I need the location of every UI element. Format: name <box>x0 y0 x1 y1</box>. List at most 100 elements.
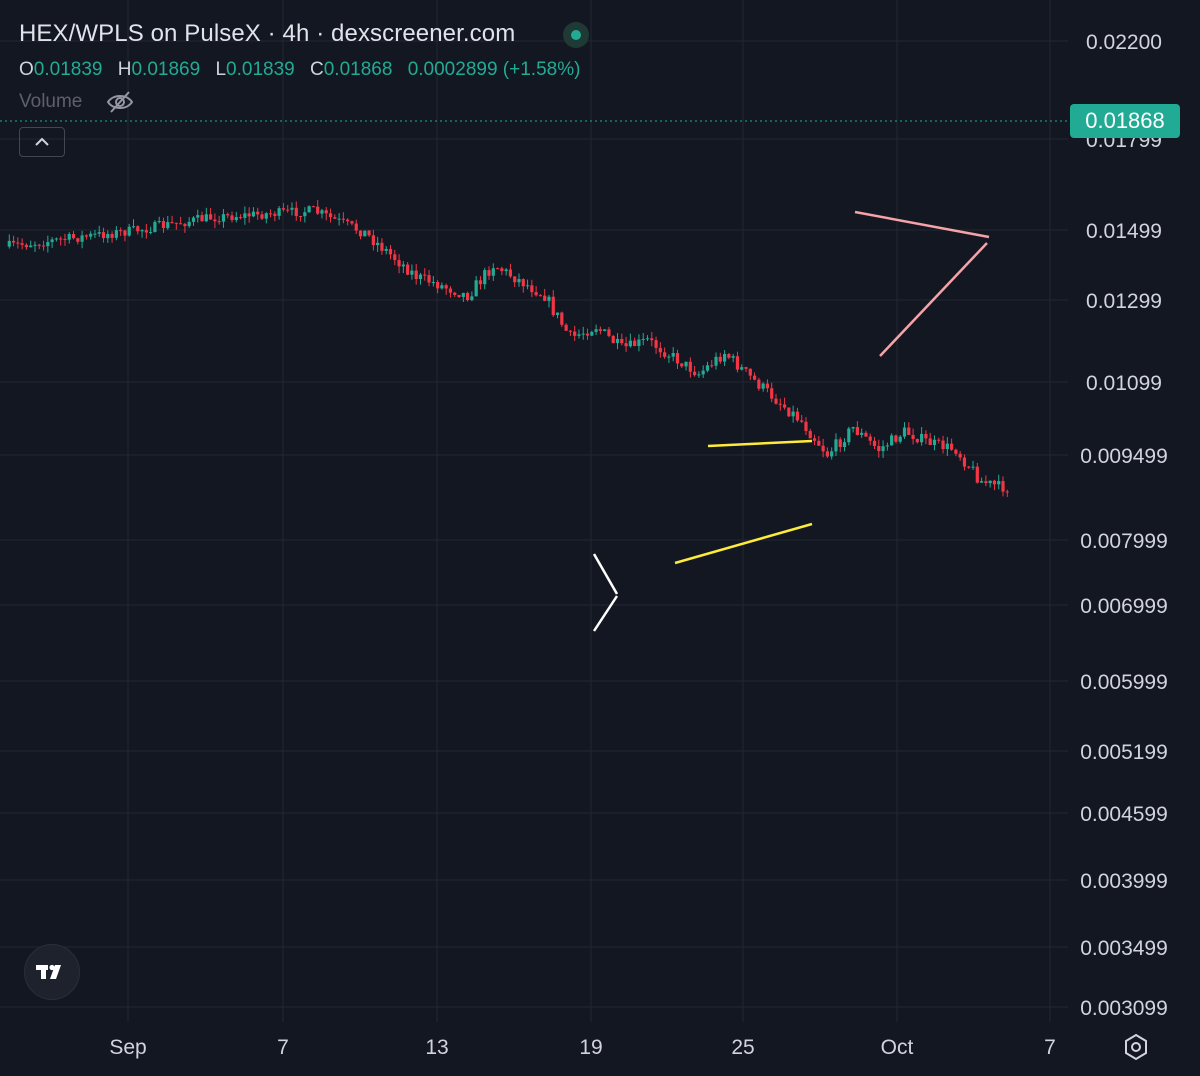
candle-body <box>243 213 247 218</box>
candle-body <box>174 222 178 224</box>
candle-body <box>911 434 915 439</box>
candle-body <box>393 254 397 261</box>
candle-body <box>341 218 345 220</box>
candle-body <box>817 440 821 446</box>
candle-body <box>555 312 560 316</box>
candle-body <box>825 451 829 457</box>
candle-body <box>697 374 701 376</box>
chart-grid <box>0 0 1068 1022</box>
candle-body <box>213 219 217 222</box>
candle-body <box>358 230 363 237</box>
candle-body <box>260 214 264 219</box>
collapse-legend-button[interactable] <box>19 127 65 157</box>
y-tick-label: 0.007999 <box>1080 530 1168 553</box>
candle-body <box>543 295 547 301</box>
large-triangle-upper <box>854 210 990 239</box>
candle-body <box>84 235 88 237</box>
candle-body <box>782 404 787 408</box>
live-status-icon <box>563 22 589 48</box>
candle-body <box>161 221 166 229</box>
candle-body <box>89 233 93 237</box>
candle-body <box>710 365 714 367</box>
candle-body <box>675 353 680 364</box>
candle-body <box>101 232 106 239</box>
candle-body <box>149 231 153 233</box>
candle-body <box>834 439 838 452</box>
candle-body <box>418 274 423 280</box>
candle-body <box>131 226 136 228</box>
volume-label: Volume <box>19 91 83 112</box>
candle-body <box>414 270 418 280</box>
candle-body <box>298 216 303 218</box>
candle-body <box>140 230 144 232</box>
candle-body <box>847 428 851 443</box>
tradingview-logo-icon[interactable] <box>24 944 80 1000</box>
gear-icon[interactable] <box>1122 1033 1150 1061</box>
candle-body <box>633 340 637 347</box>
candle-body <box>615 338 620 344</box>
candle-body <box>573 331 577 336</box>
candle-body <box>564 324 568 331</box>
candle-body <box>962 457 967 467</box>
candle-body <box>645 338 650 340</box>
candle-body <box>778 403 782 405</box>
candle-body <box>333 217 337 219</box>
candle-body <box>915 438 919 443</box>
candle-body <box>110 233 114 238</box>
candle-body <box>204 214 208 222</box>
candle-body <box>894 435 898 442</box>
candle-body <box>7 240 11 247</box>
candle-body <box>59 238 63 240</box>
candle-body <box>371 235 375 246</box>
candle-body <box>478 280 483 285</box>
x-tick-label: Sep <box>109 1036 146 1059</box>
candle-body <box>980 481 984 483</box>
candle-body <box>641 338 645 340</box>
candle-body <box>500 268 504 272</box>
candle-body <box>581 333 585 335</box>
candle-body <box>363 230 367 237</box>
ohlc-key-close: C <box>310 59 324 80</box>
candle-body <box>144 230 148 233</box>
candle-body <box>491 268 495 276</box>
candle-body <box>988 480 992 484</box>
candle-body <box>307 206 311 213</box>
candle-body <box>376 242 380 246</box>
ohlc-high: 0.01869 <box>131 59 201 80</box>
candle-body <box>80 235 84 242</box>
candle-body <box>54 238 58 240</box>
candle-body <box>196 215 200 218</box>
candle-body <box>975 466 979 483</box>
candle-body <box>521 279 525 287</box>
candle-body <box>598 329 602 331</box>
x-tick-label: 25 <box>731 1036 754 1059</box>
eye-off-icon[interactable] <box>106 90 134 114</box>
x-tick-label: 13 <box>425 1036 448 1059</box>
candle-body <box>153 221 157 232</box>
y-tick-label: 0.009499 <box>1080 445 1168 468</box>
candle-body <box>838 439 842 448</box>
candle-body <box>487 270 491 276</box>
candle-body <box>33 244 37 246</box>
candle-body <box>525 285 530 287</box>
candle-body <box>770 388 774 399</box>
candle-body <box>350 221 354 224</box>
ohlc-key-high: H <box>117 59 132 80</box>
candle-body <box>872 440 877 447</box>
candle-body <box>513 276 517 283</box>
candle-body <box>971 466 975 468</box>
candle-body <box>453 292 457 295</box>
candle-body <box>663 352 667 357</box>
candle-body <box>127 226 131 236</box>
candle-body <box>303 212 307 217</box>
candle-body <box>667 356 671 358</box>
candle-body <box>179 223 183 225</box>
candle-body <box>71 234 76 239</box>
candle-body <box>804 421 808 431</box>
x-tick-label: 7 <box>277 1036 289 1059</box>
ohlc-key-low: L <box>215 59 227 80</box>
candle-body <box>997 481 1001 485</box>
candle-body <box>461 292 465 298</box>
candle-body <box>714 356 718 366</box>
